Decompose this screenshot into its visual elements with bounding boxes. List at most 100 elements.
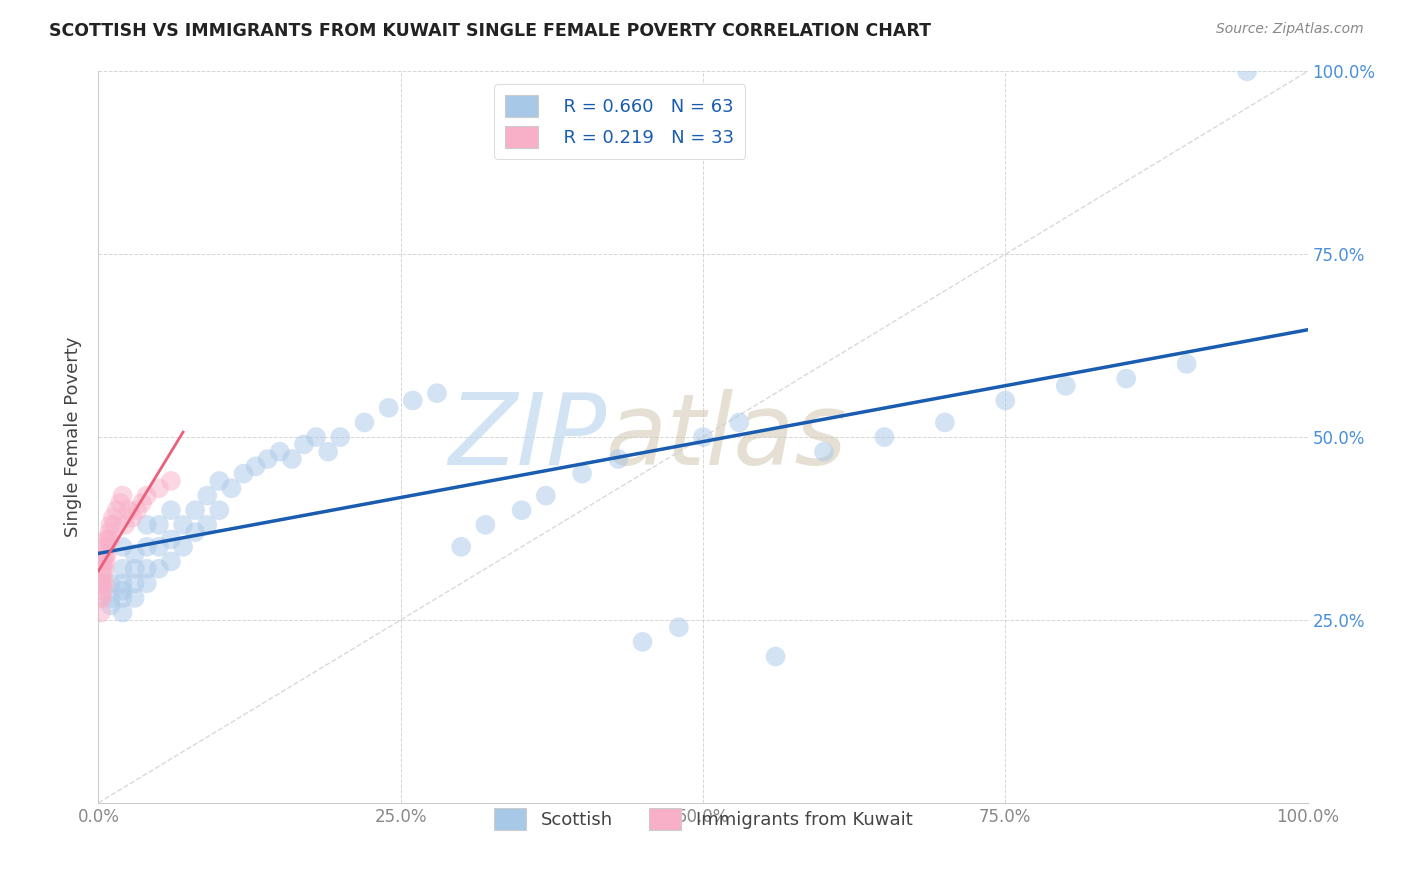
Point bbox=[135, 576, 157, 591]
Point bbox=[160, 503, 183, 517]
Point bbox=[873, 430, 896, 444]
Point bbox=[377, 401, 399, 415]
Point bbox=[111, 583, 134, 598]
Point bbox=[474, 517, 496, 532]
Point bbox=[1054, 379, 1077, 393]
Point bbox=[148, 481, 170, 495]
Point bbox=[534, 489, 557, 503]
Point bbox=[765, 649, 787, 664]
Point bbox=[118, 503, 141, 517]
Point bbox=[135, 540, 157, 554]
Point bbox=[91, 583, 114, 598]
Point bbox=[245, 459, 267, 474]
Point bbox=[100, 517, 122, 532]
Point bbox=[100, 591, 122, 605]
Legend: Scottish, Immigrants from Kuwait: Scottish, Immigrants from Kuwait bbox=[486, 801, 920, 838]
Text: atlas: atlas bbox=[606, 389, 848, 485]
Point bbox=[668, 620, 690, 634]
Text: SCOTTISH VS IMMIGRANTS FROM KUWAIT SINGLE FEMALE POVERTY CORRELATION CHART: SCOTTISH VS IMMIGRANTS FROM KUWAIT SINGL… bbox=[49, 22, 931, 40]
Point bbox=[91, 569, 114, 583]
Point bbox=[114, 517, 136, 532]
Point bbox=[813, 444, 835, 458]
Point bbox=[103, 517, 125, 532]
Point bbox=[172, 540, 194, 554]
Point bbox=[184, 503, 207, 517]
Point bbox=[160, 474, 183, 488]
Point bbox=[692, 430, 714, 444]
Point bbox=[256, 452, 278, 467]
Point bbox=[292, 437, 315, 451]
Point bbox=[111, 591, 134, 605]
Point bbox=[111, 562, 134, 576]
Point bbox=[728, 416, 751, 430]
Point bbox=[1175, 357, 1198, 371]
Text: ZIP: ZIP bbox=[449, 389, 606, 485]
Point bbox=[97, 533, 120, 547]
Point bbox=[111, 489, 134, 503]
Point bbox=[1115, 371, 1137, 385]
Point bbox=[607, 452, 630, 467]
Point bbox=[571, 467, 593, 481]
Point bbox=[269, 444, 291, 458]
Point bbox=[281, 452, 304, 467]
Point bbox=[93, 562, 115, 576]
Point bbox=[124, 576, 146, 591]
Point bbox=[305, 430, 328, 444]
Point bbox=[195, 489, 218, 503]
Point bbox=[91, 576, 114, 591]
Point bbox=[94, 554, 117, 568]
Point bbox=[402, 393, 425, 408]
Point bbox=[124, 562, 146, 576]
Point bbox=[91, 554, 114, 568]
Point bbox=[135, 489, 157, 503]
Point bbox=[101, 510, 124, 524]
Point bbox=[353, 416, 375, 430]
Point bbox=[184, 525, 207, 540]
Point bbox=[232, 467, 254, 481]
Point bbox=[135, 562, 157, 576]
Point bbox=[111, 576, 134, 591]
Point bbox=[208, 503, 231, 517]
Point bbox=[148, 517, 170, 532]
Point bbox=[148, 562, 170, 576]
Point bbox=[131, 496, 153, 510]
Point bbox=[96, 533, 118, 547]
Point bbox=[195, 517, 218, 532]
Point bbox=[510, 503, 533, 517]
Point bbox=[994, 393, 1017, 408]
Point bbox=[329, 430, 352, 444]
Point bbox=[100, 533, 122, 547]
Point bbox=[124, 591, 146, 605]
Point bbox=[160, 533, 183, 547]
Point bbox=[127, 503, 149, 517]
Point bbox=[121, 510, 143, 524]
Point bbox=[90, 591, 112, 605]
Point bbox=[91, 591, 114, 605]
Point bbox=[172, 517, 194, 532]
Point bbox=[631, 635, 654, 649]
Point bbox=[93, 547, 115, 561]
Point bbox=[221, 481, 243, 495]
Point bbox=[90, 576, 112, 591]
Y-axis label: Single Female Poverty: Single Female Poverty bbox=[65, 337, 83, 537]
Point bbox=[108, 496, 131, 510]
Point bbox=[100, 599, 122, 613]
Point bbox=[98, 525, 121, 540]
Point bbox=[90, 606, 112, 620]
Point bbox=[100, 576, 122, 591]
Point bbox=[105, 503, 128, 517]
Point bbox=[91, 562, 114, 576]
Point bbox=[93, 576, 115, 591]
Point bbox=[1236, 64, 1258, 78]
Point bbox=[450, 540, 472, 554]
Point bbox=[124, 547, 146, 561]
Point bbox=[96, 547, 118, 561]
Point bbox=[135, 517, 157, 532]
Point bbox=[111, 540, 134, 554]
Point bbox=[94, 540, 117, 554]
Point bbox=[934, 416, 956, 430]
Point bbox=[208, 474, 231, 488]
Point bbox=[426, 386, 449, 401]
Point bbox=[148, 540, 170, 554]
Text: Source: ZipAtlas.com: Source: ZipAtlas.com bbox=[1216, 22, 1364, 37]
